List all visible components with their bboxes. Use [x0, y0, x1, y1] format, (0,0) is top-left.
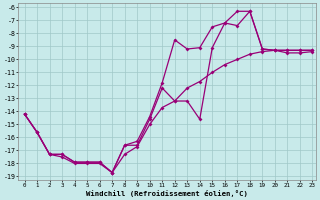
X-axis label: Windchill (Refroidissement éolien,°C): Windchill (Refroidissement éolien,°C) — [86, 190, 248, 197]
